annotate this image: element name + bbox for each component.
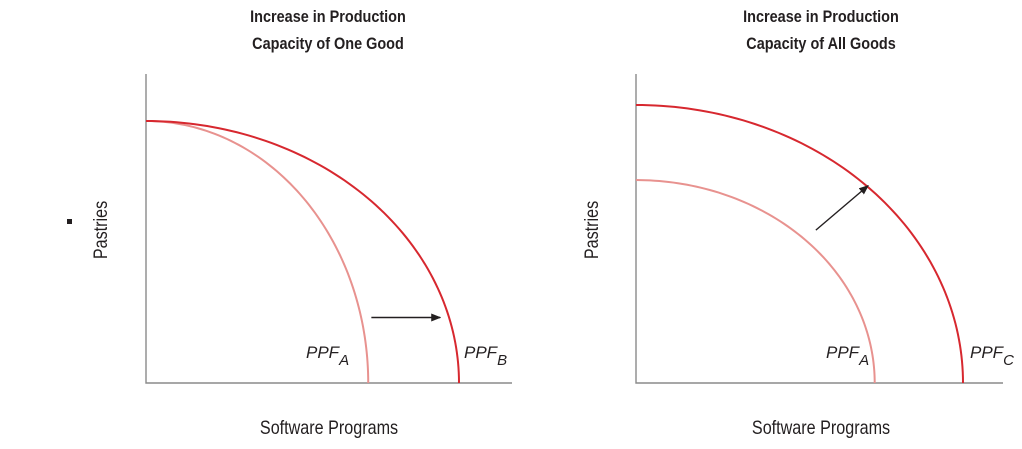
curve-label-main: PPF [464, 343, 499, 362]
stray-marker [67, 219, 72, 224]
chart-panel-1: Increase in Production Capacity of One Go… [90, 8, 512, 438]
curve-ppf-c [635, 104, 964, 384]
curve-label-subscript: C [1003, 352, 1014, 369]
curve-label-main: PPF [826, 343, 861, 362]
curve-label-subscript: B [497, 352, 507, 369]
chart-title-line-2: Capacity of All Goods [746, 35, 896, 53]
curve-ppf-b [145, 120, 460, 384]
axes [145, 74, 512, 384]
curve-label-ppf-b: PPFB [464, 343, 507, 369]
curve-label-main: PPF [306, 343, 341, 362]
curve-label-ppf-a: PPFA [826, 343, 869, 369]
curve-ppf-a [635, 179, 876, 384]
chart-title-line-1: Increase in Production [250, 8, 406, 26]
x-axis-label: Software Programs [260, 417, 398, 439]
shift-arrow [815, 184, 869, 231]
axes [635, 74, 1003, 384]
chart-panel-2: Increase in Production Capacity of All Go… [581, 8, 1014, 438]
curve-label-ppf-c: PPFC [970, 343, 1014, 369]
x-axis-label: Software Programs [752, 417, 890, 439]
curve-ppf-a [145, 120, 370, 384]
y-axis-label: Pastries [90, 201, 112, 259]
chart-title-line-2: Capacity of One Good [252, 35, 404, 53]
y-axis-label: Pastries [581, 201, 603, 259]
curve-label-subscript: A [338, 352, 349, 369]
curve-label-ppf-a: PPFA [306, 343, 349, 369]
curve-label-main: PPF [970, 343, 1005, 362]
curve-label-subscript: A [858, 352, 869, 369]
chart-title-line-1: Increase in Production [743, 8, 899, 26]
